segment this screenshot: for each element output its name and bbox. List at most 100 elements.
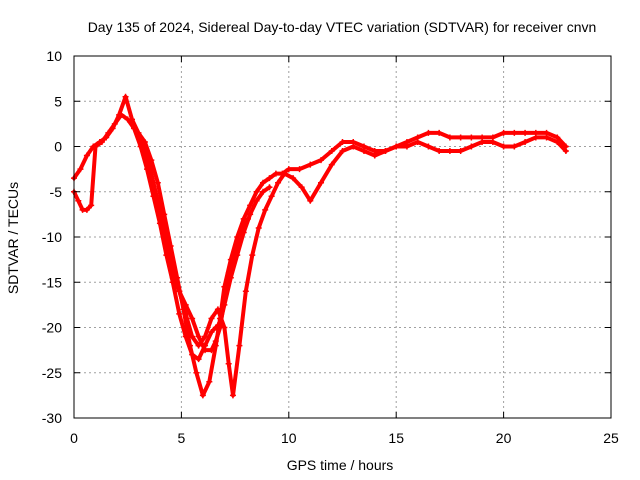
data-point — [253, 197, 260, 204]
data-point — [83, 152, 90, 159]
data-series — [71, 93, 569, 399]
data-point — [522, 129, 529, 136]
x-tick-label: 5 — [178, 430, 186, 446]
data-point — [199, 392, 206, 399]
data-point — [260, 179, 267, 186]
data-point — [244, 215, 251, 222]
data-point — [105, 129, 112, 136]
y-tick-label: -30 — [42, 410, 62, 426]
data-point — [298, 184, 305, 191]
data-point — [163, 252, 170, 259]
data-point — [296, 166, 303, 173]
data-point — [229, 392, 236, 399]
data-point — [118, 111, 125, 118]
x-tick-label: 15 — [388, 430, 404, 446]
data-point — [285, 166, 292, 173]
data-point — [339, 138, 346, 145]
data-point — [208, 347, 215, 354]
data-point — [339, 148, 346, 155]
y-tick-label: -5 — [50, 184, 63, 200]
data-point — [425, 129, 432, 136]
data-point — [281, 170, 288, 177]
data-point — [75, 197, 82, 204]
series-trace — [170, 216, 250, 353]
data-point — [328, 161, 335, 168]
data-point — [182, 333, 189, 340]
data-point — [238, 229, 245, 236]
data-point — [176, 288, 183, 295]
data-point — [195, 333, 202, 340]
data-point — [479, 138, 486, 145]
x-tick-label: 0 — [70, 430, 78, 446]
data-point — [554, 138, 561, 145]
data-point — [131, 125, 138, 132]
data-point — [532, 134, 539, 141]
x-tick-label: 20 — [496, 430, 512, 446]
data-point — [266, 184, 273, 191]
data-point — [182, 310, 189, 317]
data-point — [124, 116, 131, 123]
data-point — [232, 247, 239, 254]
data-point — [189, 333, 196, 340]
data-point — [360, 148, 367, 155]
data-point — [328, 148, 335, 155]
chart-title: Day 135 of 2024, Sidereal Day-to-day VTE… — [88, 19, 597, 35]
data-point — [500, 143, 507, 150]
data-point — [242, 288, 249, 295]
data-point — [202, 333, 209, 340]
data-point — [193, 369, 200, 376]
data-point — [212, 338, 219, 345]
data-point — [436, 129, 443, 136]
data-point — [468, 134, 475, 141]
data-point — [266, 175, 273, 182]
data-point — [195, 342, 202, 349]
x-tick-label: 10 — [281, 430, 297, 446]
data-point — [255, 224, 262, 231]
data-point — [446, 134, 453, 141]
data-point — [236, 342, 243, 349]
data-point — [156, 220, 163, 227]
data-point — [318, 157, 325, 164]
data-point — [403, 143, 410, 150]
data-point — [446, 148, 453, 155]
data-point — [253, 188, 260, 195]
data-point — [176, 310, 183, 317]
y-tick-label: -25 — [42, 365, 62, 381]
data-point — [208, 315, 215, 322]
data-point — [468, 143, 475, 150]
data-point — [425, 143, 432, 150]
y-tick-label: -15 — [42, 274, 62, 290]
data-point — [307, 197, 314, 204]
data-point — [144, 166, 151, 173]
y-tick-label: 5 — [54, 93, 62, 109]
y-tick-label: -10 — [42, 229, 62, 245]
data-point — [268, 193, 275, 200]
data-point — [182, 301, 189, 308]
data-point — [225, 270, 232, 277]
data-point — [272, 170, 279, 177]
data-point — [189, 351, 196, 358]
data-point — [247, 211, 254, 218]
data-point — [318, 179, 325, 186]
ticks: 0 5 10 15 20 25 -30 -25 -20 -15 -10 -5 0 5 10 — [42, 48, 619, 446]
data-point — [92, 143, 99, 150]
series-track-d — [169, 215, 251, 354]
data-point — [275, 179, 282, 186]
data-point — [111, 120, 118, 127]
data-point — [260, 188, 267, 195]
data-point — [169, 274, 176, 281]
data-point — [83, 206, 90, 213]
data-point — [457, 134, 464, 141]
data-point — [511, 143, 518, 150]
data-point — [393, 143, 400, 150]
data-point — [382, 148, 389, 155]
data-point — [307, 161, 314, 168]
y-tick-label: -20 — [42, 320, 62, 336]
data-point — [217, 324, 224, 331]
data-point — [137, 143, 144, 150]
data-point — [225, 360, 232, 367]
data-point — [350, 143, 357, 150]
data-point — [189, 315, 196, 322]
data-point — [150, 193, 157, 200]
